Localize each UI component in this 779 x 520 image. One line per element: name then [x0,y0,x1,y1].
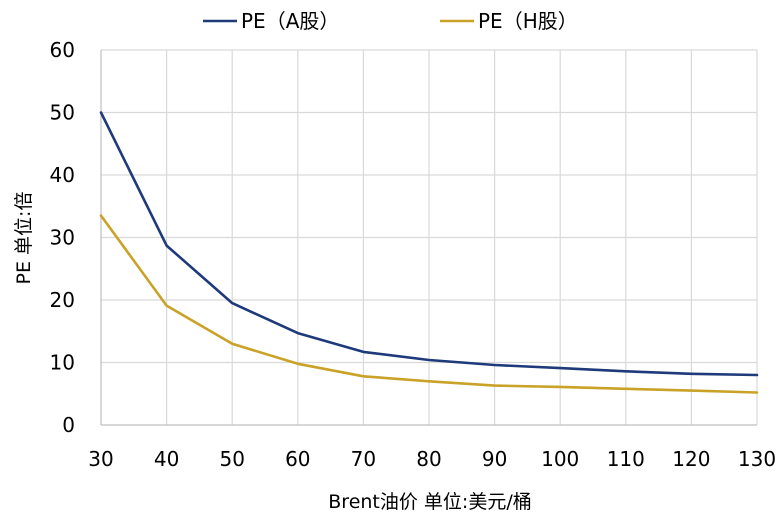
x-tick-label: 130 [738,447,776,471]
legend-label: PE（H股） [478,9,578,33]
y-axis-title: PE 单位:倍 [13,192,35,285]
gridlines [101,49,758,425]
x-tick-label: 60 [285,447,310,471]
series-line-a-share [99,111,759,377]
y-tick-label: 60 [50,38,75,62]
x-tick-label: 50 [219,447,244,471]
y-tick-label: 40 [50,163,75,187]
x-tick-label: 120 [672,447,710,471]
x-tick-label: 80 [416,447,441,471]
x-tick-label: 100 [541,447,579,471]
x-tick-label: 70 [351,447,376,471]
y-tick-label: 50 [50,101,75,125]
x-tick-label: 90 [482,447,507,471]
y-tick-label: 30 [50,226,75,250]
y-tick-label: 10 [50,351,75,375]
series-lines [99,111,759,394]
y-tick-label: 20 [50,288,75,312]
x-tick-label: 30 [88,447,113,471]
legend: PE（A股） PE（H股） [203,9,578,33]
legend-label: PE（A股） [241,9,339,33]
x-tick-label: 110 [607,447,645,471]
x-tick-label: 40 [154,447,179,471]
tick-labels: 0 10 20 30 40 50 60 30 40 50 60 70 80 90 100 110 120 130 [50,38,777,471]
series-line-h-share [99,214,759,394]
y-tick-label: 0 [62,413,75,437]
x-axis-title: Brent油价 单位:美元/桶 [328,491,531,513]
